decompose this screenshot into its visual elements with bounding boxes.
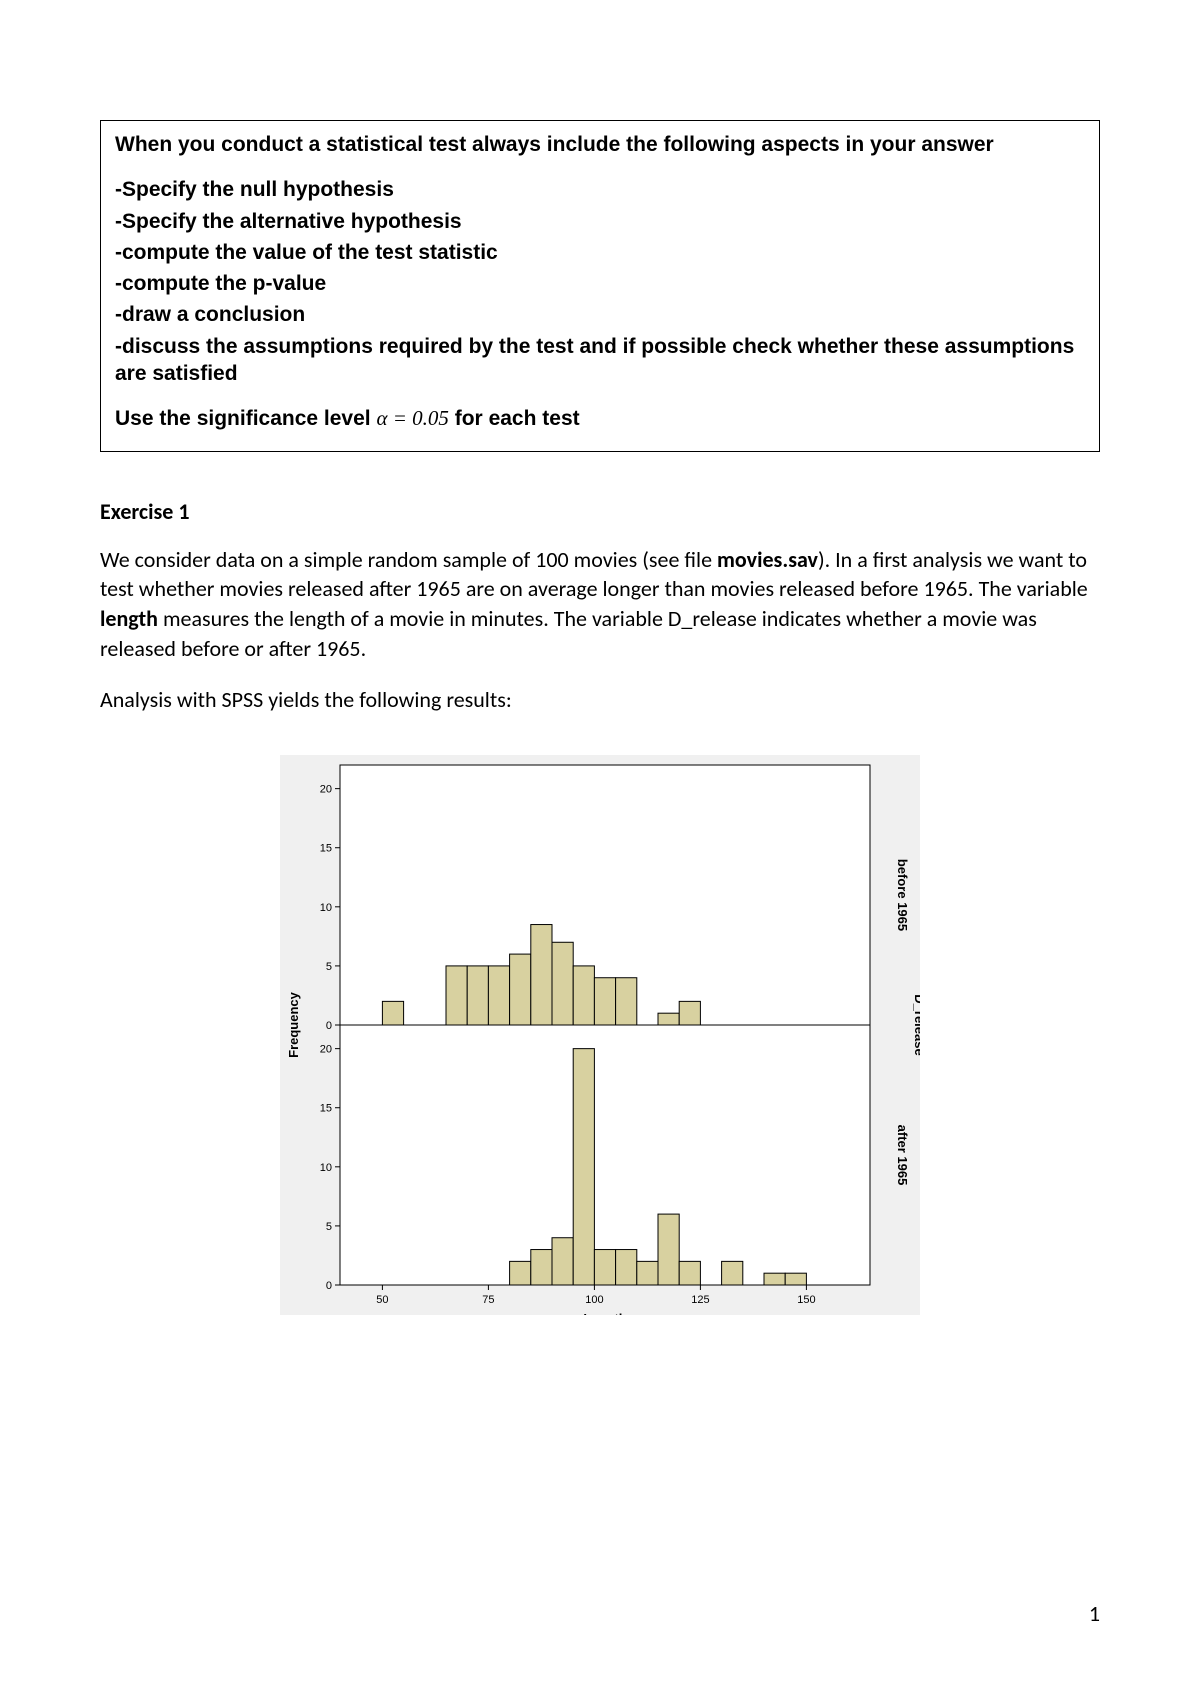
p1-text: measures the length of a movie in minute… [100, 605, 1037, 662]
instruction-item: -compute the p-value [115, 270, 1085, 297]
exercise-paragraph-2: Analysis with SPSS yields the following … [100, 685, 1100, 715]
instruction-item: -compute the value of the test statistic [115, 239, 1085, 266]
svg-text:20: 20 [320, 784, 332, 796]
sig-prefix: Use the significance level [115, 407, 376, 430]
instruction-item: -Specify the null hypothesis [115, 176, 1085, 203]
svg-text:0: 0 [326, 1280, 332, 1292]
filename: movies.sav [717, 546, 818, 573]
document-page: When you conduct a statistical test alwa… [0, 0, 1200, 1697]
svg-text:5: 5 [326, 961, 332, 973]
spss-histogram-chart: 0 5 10 15 20 before 1965 0 5 10 15 20 after 1965 50 7… [100, 755, 1100, 1320]
svg-text:100: 100 [585, 1294, 603, 1306]
page-number: 1 [1089, 1600, 1100, 1627]
svg-text:15: 15 [320, 843, 332, 855]
svg-text:0: 0 [326, 1020, 332, 1032]
svg-text:Length: Length [583, 1311, 626, 1315]
sig-suffix: for each test [449, 407, 580, 430]
instruction-box: When you conduct a statistical test alwa… [100, 120, 1100, 452]
p1-text: We consider data on a simple random samp… [100, 546, 717, 573]
svg-text:150: 150 [797, 1294, 815, 1306]
instruction-item: -draw a conclusion [115, 301, 1085, 328]
alpha-equation: α = 0.05 [376, 406, 448, 430]
instruction-item: -Specify the alternative hypothesis [115, 208, 1085, 235]
svg-text:75: 75 [482, 1294, 494, 1306]
svg-text:50: 50 [376, 1294, 388, 1306]
chart-svg: 0 5 10 15 20 before 1965 0 5 10 15 20 after 1965 50 7… [280, 755, 920, 1315]
svg-text:10: 10 [320, 1162, 332, 1174]
svg-text:D_release: D_release [912, 994, 920, 1055]
svg-text:15: 15 [320, 1103, 332, 1115]
exercise-heading: Exercise 1 [100, 498, 1100, 525]
svg-text:125: 125 [691, 1294, 709, 1306]
svg-text:20: 20 [320, 1044, 332, 1056]
svg-text:before 1965: before 1965 [895, 859, 910, 931]
svg-text:Frequency: Frequency [286, 991, 301, 1058]
significance-note: Use the significance level α = 0.05 for … [115, 405, 1085, 432]
svg-text:after 1965: after 1965 [895, 1125, 910, 1186]
exercise-paragraph-1: We consider data on a simple random samp… [100, 545, 1100, 664]
instruction-item: -discuss the assumptions required by the… [115, 333, 1085, 388]
svg-text:5: 5 [326, 1221, 332, 1233]
svg-text:10: 10 [320, 902, 332, 914]
instruction-intro: When you conduct a statistical test alwa… [115, 131, 1085, 158]
variable-name: length [100, 605, 158, 632]
